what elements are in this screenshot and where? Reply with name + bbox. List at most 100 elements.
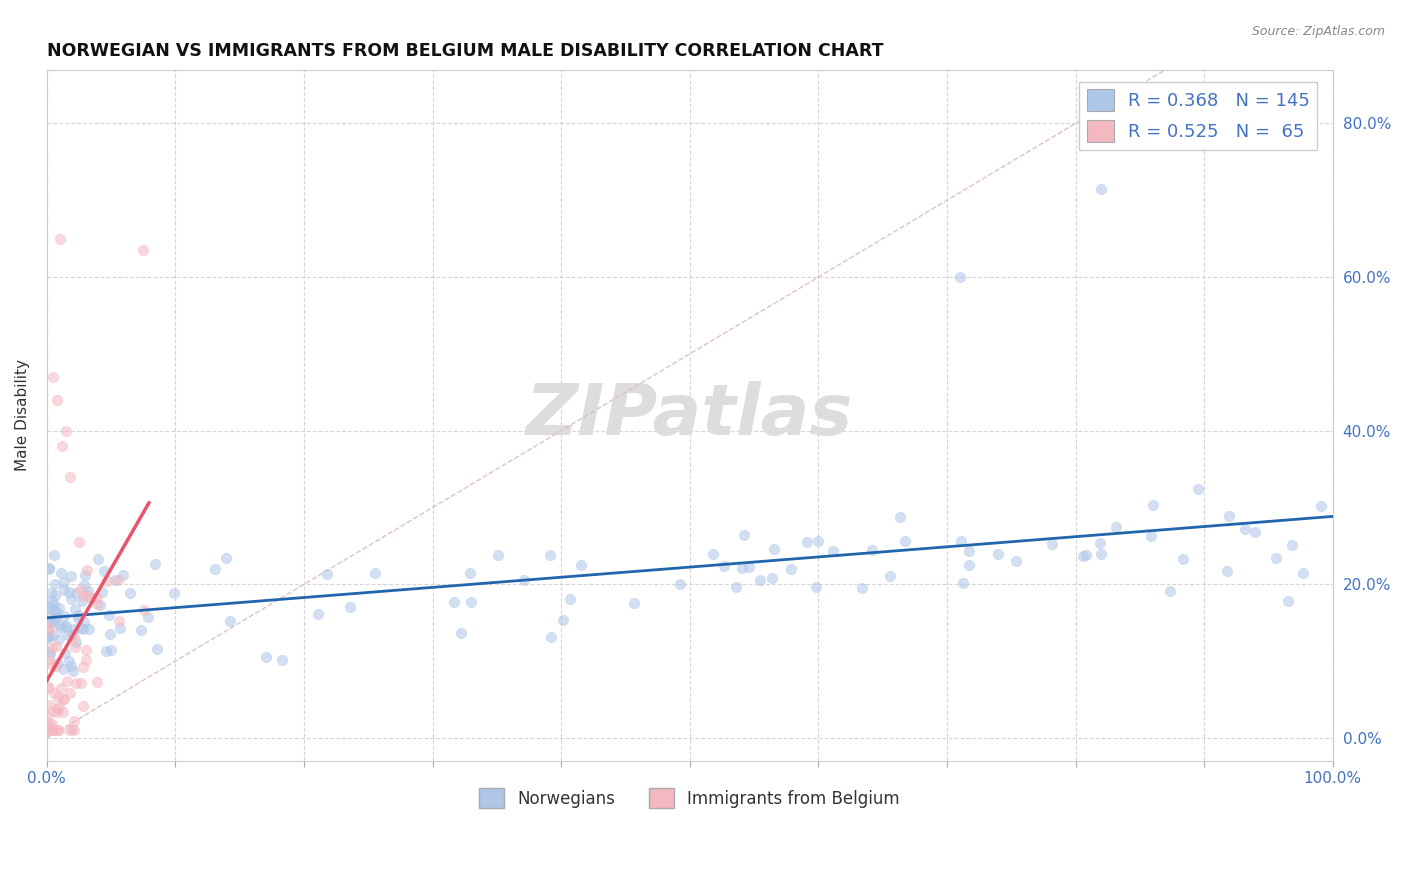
Point [1142, 498, 1164, 512]
Point [129, 623, 152, 637]
Text: NORWEGIAN VS IMMIGRANTS FROM BELGIUM MALE DISABILITY CORRELATION CHART: NORWEGIAN VS IMMIGRANTS FROM BELGIUM MAL… [46, 42, 883, 60]
Point [804, 580, 827, 594]
Point [65, 676, 87, 690]
Point [307, 607, 329, 622]
Point [218, 614, 240, 628]
Point [89, 598, 111, 612]
Point [100, 642, 122, 657]
Point [38, 698, 60, 712]
Point [39, 586, 62, 600]
Point [52, 662, 75, 676]
Point [762, 542, 785, 557]
Point [51, 566, 73, 581]
Point [37, 709, 59, 723]
Point [761, 571, 783, 585]
Point [59, 470, 82, 484]
Point [1076, 548, 1098, 562]
Point [1105, 520, 1128, 534]
Point [45, 701, 67, 715]
Point [42, 628, 65, 642]
Point [73, 578, 96, 592]
Point [73, 568, 96, 582]
Point [37, 615, 59, 630]
Point [56, 627, 79, 641]
Point [66, 610, 89, 624]
Point [55, 673, 77, 688]
Point [63, 622, 86, 636]
Point [65, 585, 87, 599]
Text: Source: ZipAtlas.com: Source: ZipAtlas.com [1251, 25, 1385, 38]
Point [52, 705, 75, 719]
Point [35, 608, 58, 623]
Point [1187, 482, 1209, 496]
Point [41, 601, 63, 615]
Point [63, 714, 86, 729]
Point [72, 622, 94, 636]
Point [77, 588, 100, 602]
Point [713, 559, 735, 574]
Point [215, 551, 238, 566]
Point [108, 621, 131, 635]
Point [460, 595, 482, 609]
Point [204, 562, 226, 576]
Legend: Norwegians, Immigrants from Belgium: Norwegians, Immigrants from Belgium [472, 781, 907, 815]
Point [1292, 566, 1315, 581]
Point [889, 509, 911, 524]
Point [949, 270, 972, 285]
Point [72, 698, 94, 713]
Point [35, 680, 58, 694]
Point [163, 585, 186, 599]
Point [52, 692, 75, 706]
Point [623, 596, 645, 610]
Point [806, 533, 828, 548]
Point [821, 544, 844, 558]
Point [1243, 524, 1265, 539]
Point [112, 568, 135, 582]
Point [571, 558, 593, 573]
Point [42, 723, 65, 738]
Point [1140, 529, 1163, 543]
Point [107, 573, 129, 587]
Point [118, 586, 141, 600]
Point [1040, 536, 1063, 550]
Point [987, 547, 1010, 561]
Point [780, 562, 803, 576]
Point [39, 723, 62, 738]
Point [1218, 508, 1240, 523]
Point [45, 609, 67, 624]
Point [52, 582, 75, 597]
Point [540, 631, 562, 645]
Point [316, 566, 339, 581]
Point [851, 581, 873, 595]
Point [46, 392, 69, 407]
Point [136, 610, 159, 624]
Point [443, 595, 465, 609]
Point [38, 561, 60, 575]
Point [55, 424, 77, 438]
Point [1090, 547, 1112, 561]
Point [67, 608, 90, 623]
Point [44, 604, 66, 618]
Point [49, 681, 72, 696]
Point [86, 675, 108, 690]
Point [44, 686, 66, 700]
Point [59, 569, 82, 583]
Point [1090, 182, 1112, 196]
Point [37, 632, 59, 646]
Text: ZIPatlas: ZIPatlas [526, 381, 853, 450]
Point [738, 560, 761, 574]
Point [63, 601, 86, 615]
Point [60, 592, 83, 607]
Point [46, 656, 69, 670]
Point [72, 660, 94, 674]
Point [145, 641, 167, 656]
Point [1234, 523, 1257, 537]
Point [96, 574, 118, 588]
Point [52, 692, 75, 706]
Point [38, 716, 60, 731]
Point [45, 639, 67, 653]
Point [1005, 554, 1028, 568]
Point [46, 723, 69, 738]
Point [45, 658, 67, 673]
Point [62, 664, 84, 678]
